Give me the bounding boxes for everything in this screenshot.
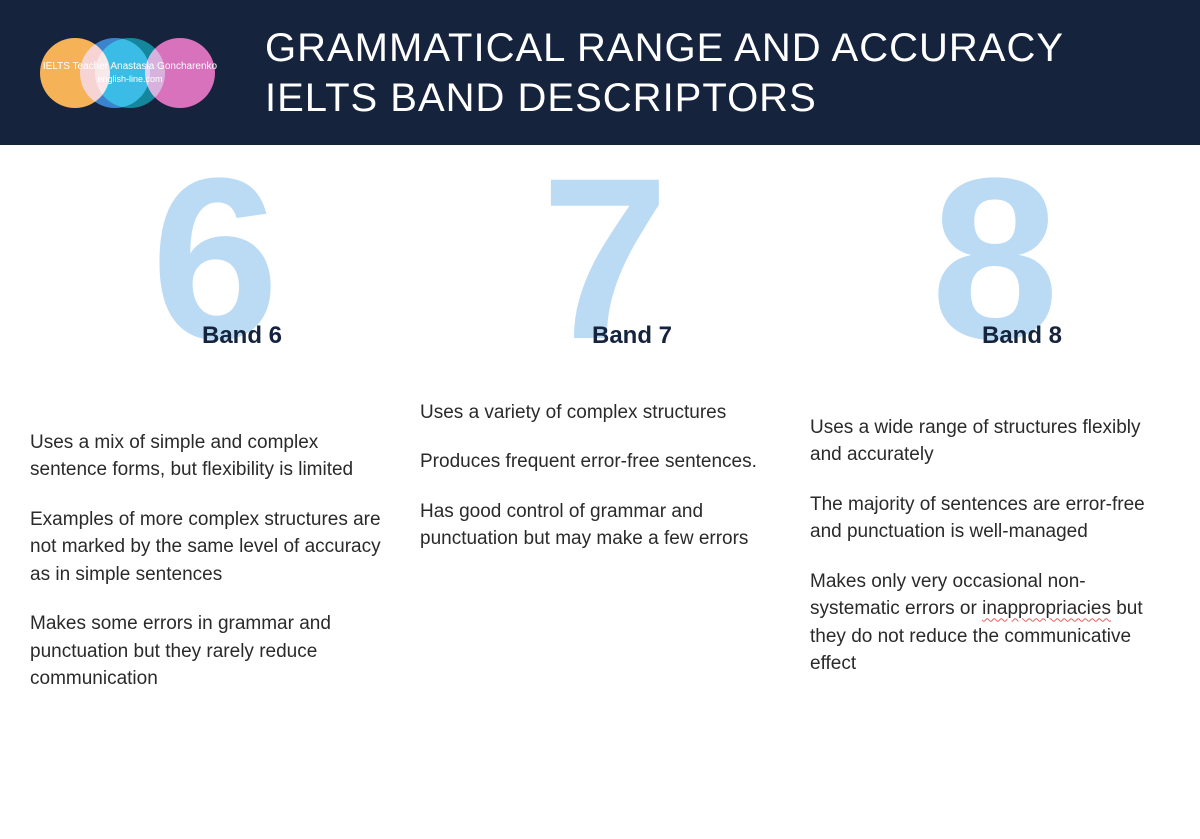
page-title: GRAMMATICAL RANGE AND ACCURACY IELTS BAN… [265, 23, 1064, 123]
descriptors-8: Uses a wide range of structures flexibly… [810, 414, 1170, 678]
band-label-8: Band 8 [982, 326, 1062, 346]
descriptors-6: Uses a mix of simple and complex sentenc… [30, 429, 390, 693]
descriptor-text: Makes only very occasional non-systemati… [810, 568, 1170, 678]
title-line2: IELTS BAND DESCRIPTORS [265, 76, 817, 120]
logo-text: IELTS Teacher Anastasia Goncharenko engl… [30, 60, 230, 86]
descriptor-text: Produces frequent error-free sentences. [420, 448, 780, 476]
descriptor-text: Examples of more complex structures are … [30, 506, 390, 589]
content-row: 6 Band 6 Uses a mix of simple and comple… [0, 145, 1200, 715]
big-number-6: 6 Band 6 [30, 165, 390, 354]
descriptor-text: Uses a variety of complex structures [420, 399, 780, 427]
descriptor-text: Has good control of grammar and punctuat… [420, 498, 780, 553]
descriptor-text: Makes some errors in grammar and punctua… [30, 610, 390, 693]
logo-line2: english-line.com [97, 74, 162, 84]
descriptors-7: Uses a variety of complex structures Pro… [420, 399, 780, 553]
logo-line1: IELTS Teacher Anastasia Goncharenko [43, 61, 217, 72]
descriptor-text: Uses a mix of simple and complex sentenc… [30, 429, 390, 484]
header-bar: IELTS Teacher Anastasia Goncharenko engl… [0, 0, 1200, 145]
band-label-7: Band 7 [592, 326, 672, 346]
descriptor-text: Uses a wide range of structures flexibly… [810, 414, 1170, 469]
band-label-6: Band 6 [202, 326, 282, 346]
title-line1: GRAMMATICAL RANGE AND ACCURACY [265, 26, 1064, 70]
column-band-8: 8 Band 8 Uses a wide range of structures… [810, 165, 1170, 715]
column-band-6: 6 Band 6 Uses a mix of simple and comple… [30, 165, 390, 715]
column-band-7: 7 Band 7 Uses a variety of complex struc… [420, 165, 780, 715]
logo: IELTS Teacher Anastasia Goncharenko engl… [30, 28, 230, 118]
big-number-7: 7 Band 7 [420, 165, 780, 354]
descriptor-text: The majority of sentences are error-free… [810, 491, 1170, 546]
big-number-8: 8 Band 8 [810, 165, 1170, 354]
